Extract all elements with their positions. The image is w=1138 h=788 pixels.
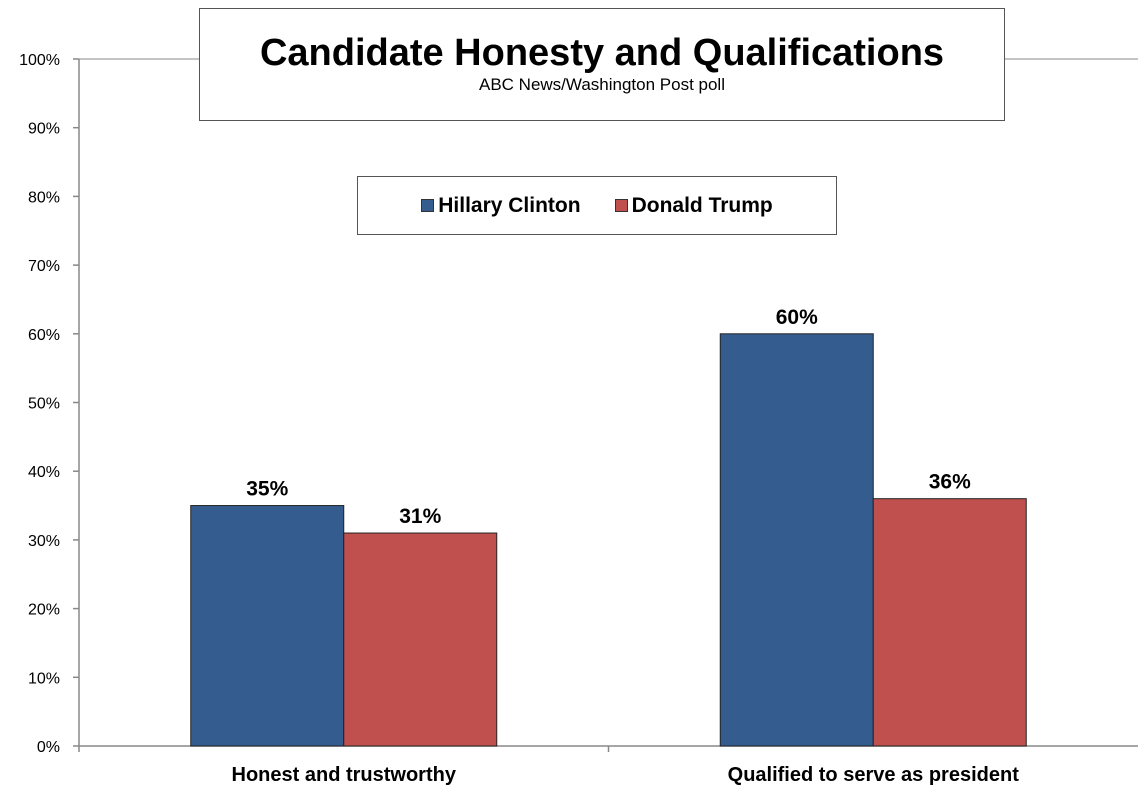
- legend-swatch-trump: [614, 199, 628, 212]
- y-tick-label: 70%: [28, 258, 60, 275]
- chart-labels: 35% 31% Honest and trustworthy 60% 36% Qualif…: [232, 306, 1020, 786]
- legend-label-clinton: Hillary Clinton: [438, 193, 581, 217]
- y-tick-label: 100%: [19, 52, 60, 69]
- y-tick-label: 50%: [28, 396, 60, 413]
- y-tick-label: 60%: [28, 327, 60, 344]
- legend-swatch-clinton: [421, 199, 435, 212]
- legend-item-clinton: Hillary Clinton: [421, 193, 581, 218]
- y-tick-label: 10%: [28, 670, 60, 687]
- bar-value-label: 60%: [776, 306, 818, 329]
- chart-subtitle: ABC News/Washington Post poll: [479, 75, 725, 94]
- y-tick-label: 20%: [28, 602, 60, 619]
- bar: [190, 505, 345, 747]
- legend-item-trump: Donald Trump: [614, 193, 773, 218]
- chart-bars: [190, 333, 1027, 747]
- bar-value-label: 31%: [399, 505, 441, 528]
- y-tick-label: 40%: [28, 464, 60, 481]
- chart-title: Candidate Honesty and Qualifications: [259, 32, 945, 74]
- bar-value-label: 35%: [246, 478, 288, 501]
- bar: [872, 498, 1027, 747]
- x-tick-label: Qualified to serve as president: [728, 764, 1020, 786]
- y-tick-label: 80%: [28, 189, 60, 206]
- chart-title-box: Candidate Honesty and Qualifications ABC…: [199, 8, 1005, 121]
- x-tick-label: Honest and trustworthy: [232, 764, 457, 786]
- y-tick-label: 90%: [28, 121, 60, 138]
- bar: [343, 532, 498, 747]
- chart-legend: Hillary Clinton Donald Trump: [357, 176, 837, 235]
- bar-value-label: 36%: [929, 471, 971, 494]
- legend-label-trump: Donald Trump: [631, 193, 773, 217]
- bar: [719, 333, 874, 747]
- y-tick-label: 0%: [37, 739, 60, 756]
- y-tick-label: 30%: [28, 533, 60, 550]
